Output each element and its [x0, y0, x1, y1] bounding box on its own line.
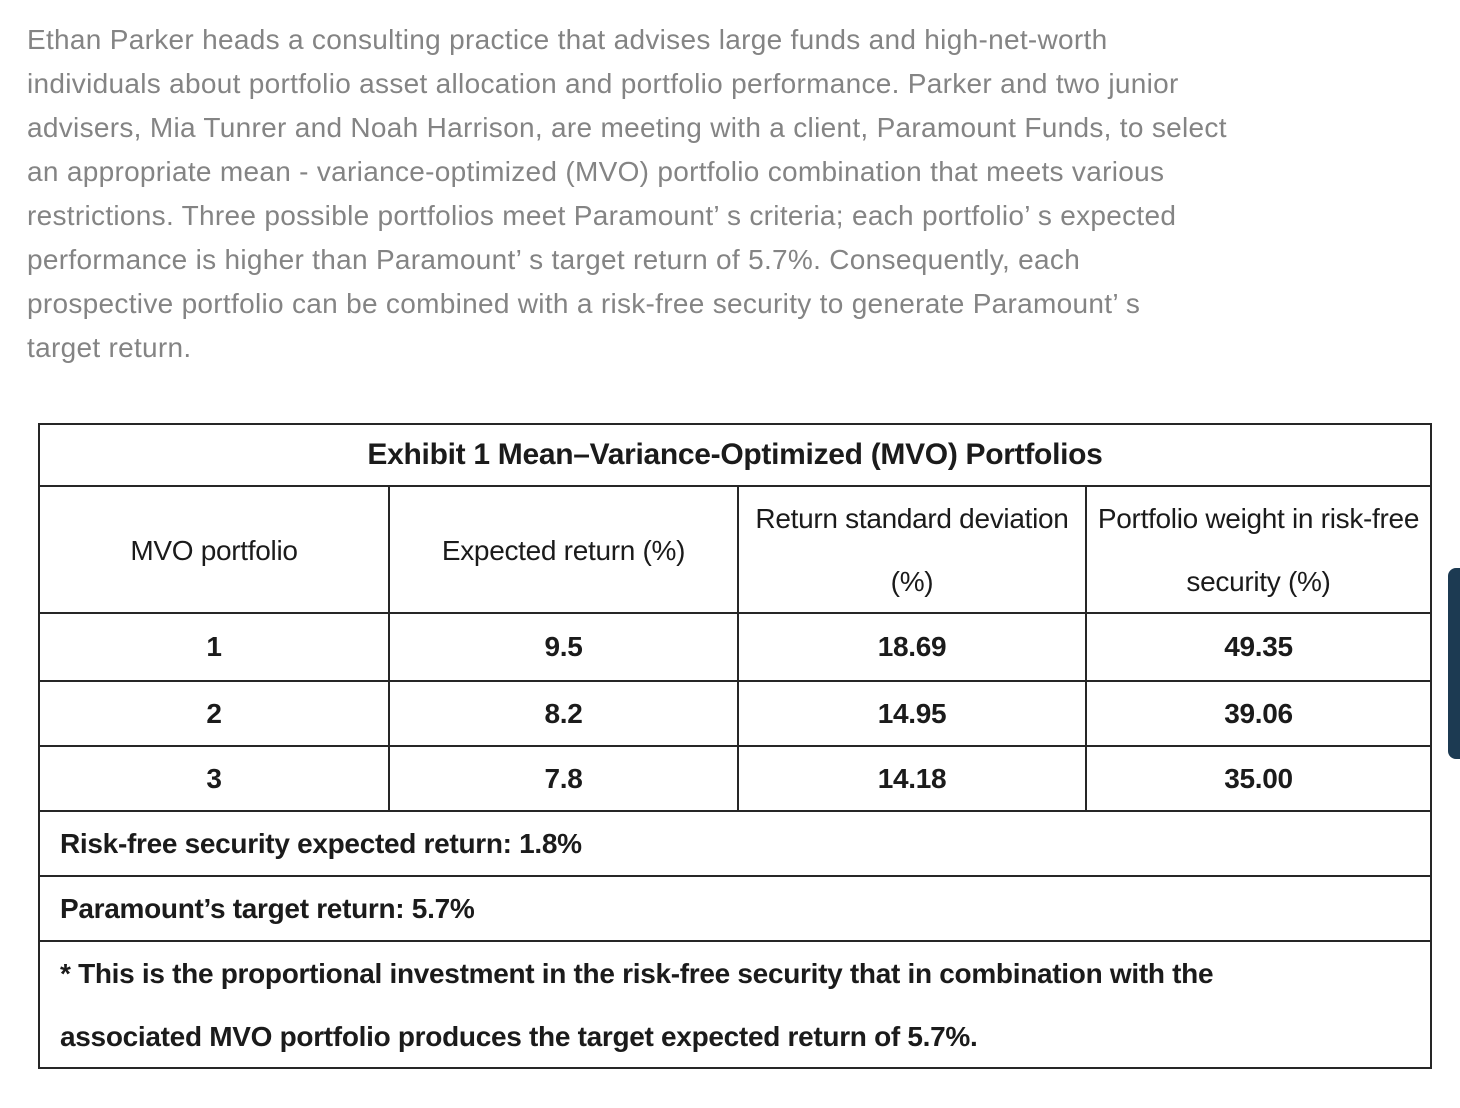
cell-portfolio: 3 — [40, 747, 390, 810]
column-header-mvo-portfolio: MVO portfolio — [40, 487, 390, 613]
cell-std-dev: 14.95 — [739, 682, 1087, 745]
cell-portfolio: 1 — [40, 614, 390, 680]
footnote-line: associated MVO portfolio produces the ta… — [60, 1021, 978, 1052]
column-header-expected-return: Expected return (%) — [390, 487, 739, 613]
exhibit-title: Exhibit 1 Mean–Variance-Optimized (MVO) … — [40, 425, 1430, 487]
intro-line: restrictions. Three possible portfolios … — [27, 200, 1177, 231]
intro-line: prospective portfolio can be combined wi… — [27, 288, 1141, 319]
table-row: 1 9.5 18.69 49.35 — [40, 614, 1430, 682]
table-footnote: * This is the proportional investment in… — [40, 942, 1430, 1068]
cell-std-dev: 14.18 — [739, 747, 1087, 810]
intro-line: Ethan Parker heads a consulting practice… — [27, 24, 1108, 55]
intro-paragraph: Ethan Parker heads a consulting practice… — [27, 18, 1447, 370]
scrollbar-thumb[interactable] — [1448, 568, 1460, 759]
column-header-return-std-dev: Return standard deviation (%) — [739, 487, 1087, 613]
note-risk-free-return: Risk-free security expected return: 1.8% — [40, 812, 1430, 877]
cell-risk-free-weight: 49.35 — [1224, 631, 1293, 662]
cell-risk-free-weight: 39.06 — [1224, 697, 1293, 729]
intro-line: performance is higher than Paramount’ s … — [27, 244, 1081, 275]
table-row: 3 7.8 14.18 35.00 — [40, 747, 1430, 812]
cell-expected-return: 7.8 — [390, 747, 739, 810]
intro-line: an appropriate mean - variance-optimized… — [27, 156, 1165, 187]
cell-expected-return: 9.5 — [390, 614, 739, 680]
column-header-risk-free-weight: Portfolio weight in risk-free security (… — [1097, 503, 1420, 597]
exhibit-table: Exhibit 1 Mean–Variance-Optimized (MVO) … — [38, 423, 1432, 1069]
cell-portfolio: 2 — [40, 682, 390, 745]
table-header-row: MVO portfolio Expected return (%) Return… — [40, 487, 1430, 614]
intro-line: individuals about portfolio asset alloca… — [27, 68, 1179, 99]
intro-line: advisers, Mia Tunrer and Noah Harrison, … — [27, 112, 1227, 143]
cell-std-dev: 18.69 — [739, 614, 1087, 680]
note-target-return: Paramount’s target return: 5.7% — [40, 877, 1430, 942]
footnote-line: * This is the proportional investment in… — [60, 958, 1214, 989]
cell-risk-free-weight: 35.00 — [1224, 762, 1293, 794]
intro-line: target return. — [27, 332, 192, 363]
cell-expected-return: 8.2 — [390, 682, 739, 745]
table-row: 2 8.2 14.95 39.06 — [40, 682, 1430, 747]
